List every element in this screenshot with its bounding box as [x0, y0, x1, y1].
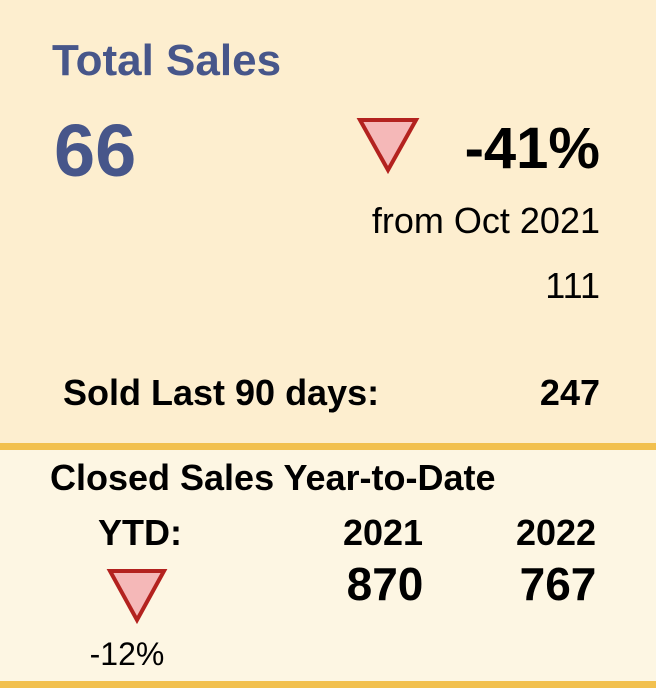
total-value: 66: [54, 109, 136, 192]
comparison-label: from Oct 2021: [372, 200, 600, 241]
bottom-panel: [0, 450, 656, 681]
last90-label: Sold Last 90 days:: [63, 372, 379, 413]
bottom-border: [0, 681, 656, 688]
down-arrow: [356, 118, 420, 175]
ytd-change: -12%: [90, 636, 165, 672]
year-header: 2022: [516, 512, 596, 553]
previous-value: 111: [545, 265, 600, 306]
ytd-label: YTD:: [98, 512, 182, 553]
last90-value: 247: [540, 372, 600, 413]
ytd-title: Closed Sales Year-to-Date: [50, 457, 496, 498]
ytd-value: 870: [347, 558, 424, 610]
year-header: 2021: [343, 512, 423, 553]
top-panel: [0, 0, 656, 443]
ytd-value: 767: [520, 558, 597, 610]
change-percent: -41%: [465, 116, 600, 181]
down-arrow: [106, 569, 168, 625]
title: Total Sales: [52, 36, 281, 85]
divider: [0, 443, 656, 450]
